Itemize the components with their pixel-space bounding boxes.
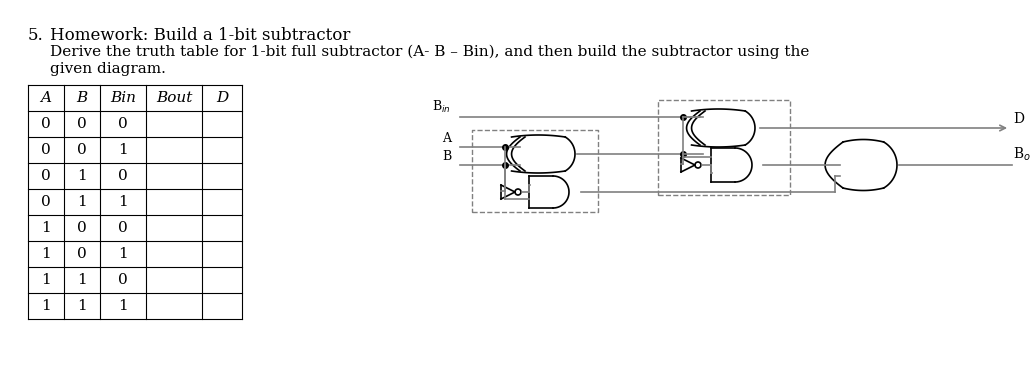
Text: A: A xyxy=(40,91,52,105)
Text: 1: 1 xyxy=(77,299,87,313)
Text: 1: 1 xyxy=(77,169,87,183)
Text: 1: 1 xyxy=(118,299,127,313)
Text: 0: 0 xyxy=(41,143,51,157)
Text: B$_o$: B$_o$ xyxy=(1013,146,1031,163)
Text: Derive the truth table for 1-bit full subtractor (A- B – Bin), and then build th: Derive the truth table for 1-bit full su… xyxy=(50,45,809,59)
Text: 0: 0 xyxy=(77,117,87,131)
Text: 1: 1 xyxy=(118,247,127,261)
Text: A: A xyxy=(442,132,451,145)
Text: 1: 1 xyxy=(77,195,87,209)
Text: D: D xyxy=(1013,112,1024,126)
Text: B: B xyxy=(77,91,88,105)
Text: 1: 1 xyxy=(41,221,51,235)
Text: 0: 0 xyxy=(118,273,127,287)
Text: Homework: Build a 1-bit subtractor: Homework: Build a 1-bit subtractor xyxy=(50,27,350,44)
Text: 1: 1 xyxy=(41,273,51,287)
Text: B: B xyxy=(442,150,452,163)
Text: 0: 0 xyxy=(118,169,127,183)
Text: B$_{in}$: B$_{in}$ xyxy=(432,99,451,115)
Text: 0: 0 xyxy=(118,221,127,235)
Text: 0: 0 xyxy=(41,195,51,209)
Text: 1: 1 xyxy=(118,143,127,157)
Text: 1: 1 xyxy=(41,299,51,313)
Text: 0: 0 xyxy=(41,117,51,131)
Text: 5.: 5. xyxy=(28,27,44,44)
Text: 0: 0 xyxy=(77,143,87,157)
Text: 1: 1 xyxy=(41,247,51,261)
Text: 0: 0 xyxy=(77,221,87,235)
Text: 0: 0 xyxy=(77,247,87,261)
Text: given diagram.: given diagram. xyxy=(50,62,166,76)
Text: 1: 1 xyxy=(118,195,127,209)
Text: Bout: Bout xyxy=(155,91,193,105)
Text: 1: 1 xyxy=(77,273,87,287)
Text: Bin: Bin xyxy=(110,91,136,105)
Text: 0: 0 xyxy=(118,117,127,131)
Text: D: D xyxy=(215,91,228,105)
Text: 0: 0 xyxy=(41,169,51,183)
